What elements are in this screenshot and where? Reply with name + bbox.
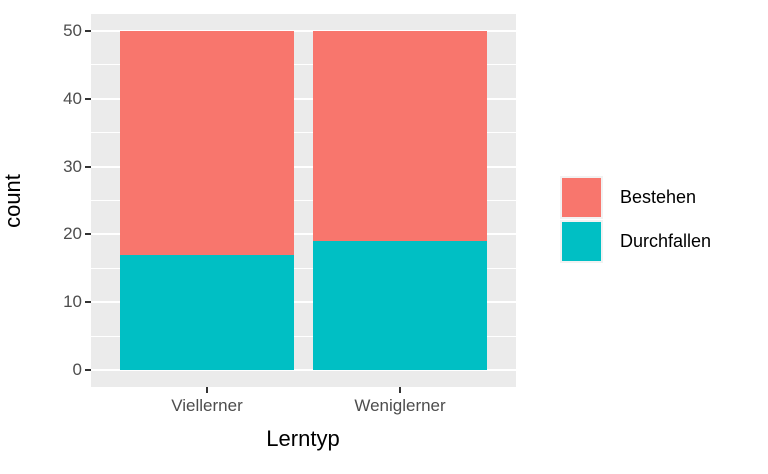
x-tick-mark [206,387,208,393]
x-tick-label: Weniglerner [354,396,446,415]
y-tick-label: 20 [63,224,82,244]
gridline-minor [91,200,516,201]
bar-segment-bestehen [313,31,487,242]
gridline-major [91,97,516,100]
y-tick-mark [85,301,91,304]
legend-key [560,176,603,219]
y-tick-mark [85,233,91,236]
gridline-major [91,369,516,371]
y-tick-label: 10 [63,292,82,312]
legend-swatch-bestehen [562,178,601,217]
gridline-minor [91,132,516,134]
legend-label: Durchfallen [620,231,712,251]
gridline-major [91,30,516,32]
y-axis-title: count [0,174,25,228]
gridline-minor [91,267,516,269]
y-tick-label: 0 [72,360,82,379]
plot-panel [91,14,516,387]
y-tick-mark [85,97,91,100]
legend-item-bestehen: Bestehen [560,176,711,219]
gridline-major [91,165,516,168]
legend-swatch-durchfallen [562,222,601,261]
legend-key [560,220,603,263]
y-tick-mark [85,369,91,371]
legend-item-durchfallen: Durchfallen [560,220,711,263]
gridline-minor [91,335,516,337]
y-tick-label: 40 [63,88,82,108]
gridline-major [91,301,516,304]
legend: Bestehen Durchfallen [560,176,711,264]
gridline-minor [91,64,516,66]
y-tick-label: 50 [63,21,82,40]
bar-segment-bestehen [120,31,294,255]
x-axis-title: Lerntyp [266,426,340,451]
y-tick-mark [85,165,91,168]
x-tick-label: Viellerner [171,396,243,415]
x-tick-mark [399,387,401,393]
gridline-major [91,233,516,236]
y-tick-mark [85,30,91,32]
y-tick-label: 30 [63,156,82,176]
legend-label: Bestehen [620,187,697,207]
bar-segment-durchfallen [120,254,294,370]
bar-segment-durchfallen [313,241,487,370]
